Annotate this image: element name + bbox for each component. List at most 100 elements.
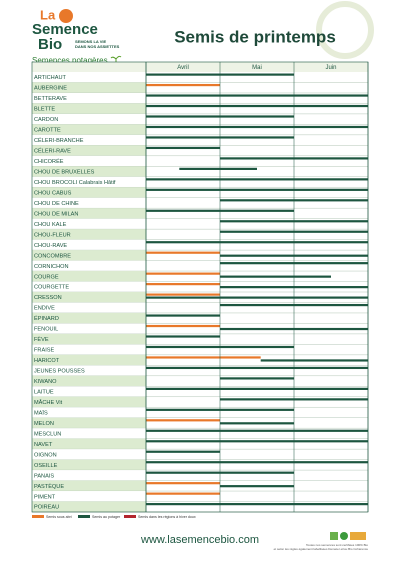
name-cell bbox=[32, 449, 146, 460]
name-cell bbox=[32, 312, 146, 324]
name-cell bbox=[32, 145, 146, 156]
name-cell bbox=[32, 333, 146, 345]
name-cell bbox=[32, 407, 146, 418]
period-bar bbox=[146, 440, 368, 443]
name-cell bbox=[32, 187, 146, 198]
period-bar bbox=[146, 482, 220, 485]
name-cell bbox=[32, 375, 146, 387]
period-bar bbox=[146, 429, 368, 432]
period-bar bbox=[220, 422, 294, 425]
period-bar bbox=[146, 188, 368, 191]
month-label: Avril bbox=[177, 65, 189, 71]
logo-text: La bbox=[40, 7, 56, 22]
row-name: ÉPINARD bbox=[34, 315, 59, 322]
name-cell bbox=[32, 113, 146, 125]
name-cell bbox=[32, 82, 146, 93]
name-cell bbox=[32, 239, 146, 251]
period-bar bbox=[146, 241, 368, 244]
row-name: HARICOT bbox=[34, 358, 60, 364]
name-cell bbox=[32, 396, 146, 408]
period-bar bbox=[146, 450, 220, 453]
legend-swatch bbox=[32, 515, 44, 518]
name-cell bbox=[32, 459, 146, 471]
legend-swatch bbox=[124, 515, 136, 518]
row-name: CHOU BROCOLI Calabrais Hâtif bbox=[34, 180, 116, 186]
name-cell bbox=[32, 208, 146, 219]
row-name: CONCOMBRE bbox=[34, 253, 71, 259]
name-cell bbox=[32, 292, 146, 303]
row-name: OSEILLE bbox=[34, 463, 58, 469]
period-bar bbox=[146, 296, 368, 299]
table-border bbox=[31, 61, 369, 513]
legend-label: Semis au potager bbox=[92, 515, 121, 519]
name-cell bbox=[32, 480, 146, 492]
name-cell bbox=[32, 124, 146, 135]
row-name: CÉLERI-BRANCHE bbox=[34, 137, 84, 144]
period-bar bbox=[146, 178, 368, 181]
row-name: ARTICHAUT bbox=[34, 75, 66, 81]
period-bar bbox=[220, 377, 294, 380]
name-cell bbox=[32, 281, 146, 292]
legend-swatch bbox=[78, 515, 90, 518]
name-cell bbox=[32, 470, 146, 481]
name-cell bbox=[32, 344, 146, 355]
row-name: MÂCHE Vit bbox=[34, 399, 63, 406]
period-bar bbox=[146, 251, 220, 254]
row-name: FRAISE bbox=[34, 348, 54, 354]
row-name: PASTÈQUE bbox=[34, 483, 64, 490]
period-bar bbox=[146, 503, 368, 506]
name-cell bbox=[32, 229, 146, 240]
name-cell bbox=[32, 501, 146, 512]
row-name: CÉLERI-RAVE bbox=[34, 148, 71, 155]
name-cell bbox=[32, 417, 146, 429]
name-cell bbox=[32, 197, 146, 209]
name-cell bbox=[32, 72, 146, 83]
tagline: DANS NOS ASSIETTES bbox=[75, 44, 120, 49]
row-name: CHOU-FLEUR bbox=[34, 232, 71, 238]
period-bar bbox=[146, 293, 220, 296]
footer-note: et selon les règles également labellisée… bbox=[274, 547, 369, 551]
month-label: Mai bbox=[252, 65, 262, 71]
row-name: CHOU-RAVE bbox=[34, 243, 67, 249]
period-bar bbox=[146, 419, 220, 422]
period-bar bbox=[146, 356, 261, 359]
row-name: JEUNES POUSSES bbox=[34, 369, 85, 375]
name-cell bbox=[32, 260, 146, 272]
row-name: COURGETTE bbox=[34, 285, 69, 291]
name-cell bbox=[32, 103, 146, 114]
period-bar bbox=[146, 83, 220, 87]
name-cell bbox=[32, 428, 146, 439]
name-cell bbox=[32, 155, 146, 167]
name-cell bbox=[32, 166, 146, 177]
row-name: CORNICHON bbox=[34, 264, 69, 270]
period-bar bbox=[146, 283, 220, 286]
row-name: POIREAU bbox=[34, 505, 59, 511]
row-name: PIMENT bbox=[34, 494, 56, 500]
row-name: AUBERGINE bbox=[34, 86, 67, 92]
row-name: PANAIS bbox=[34, 473, 54, 479]
title: Semis de printemps bbox=[174, 27, 336, 46]
period-bar bbox=[146, 335, 220, 338]
name-cell bbox=[32, 176, 146, 188]
period-bar bbox=[146, 125, 368, 129]
period-bar bbox=[146, 272, 220, 275]
row-name: BLETTE bbox=[34, 107, 55, 113]
name-cell bbox=[32, 134, 146, 146]
row-name: MAÏS bbox=[34, 409, 48, 416]
name-cell bbox=[32, 491, 146, 502]
section-title: Semences potagères bbox=[32, 56, 108, 65]
footer-url: www.lasemencebio.com bbox=[140, 534, 259, 546]
row-name: NAVET bbox=[34, 442, 53, 448]
row-name: ENDIVE bbox=[34, 306, 55, 312]
name-cell bbox=[32, 92, 146, 104]
row-name: FÈVE bbox=[34, 336, 49, 343]
period-bar bbox=[220, 485, 294, 488]
name-cell bbox=[32, 354, 146, 366]
row-name: COURGE bbox=[34, 274, 59, 280]
period-bar bbox=[146, 104, 368, 108]
period-bar bbox=[220, 275, 331, 278]
footer-note: Toutes nos semences sont certifiées 100%… bbox=[306, 543, 368, 547]
period-bar bbox=[146, 492, 220, 495]
name-cell bbox=[32, 218, 146, 230]
row-name: CHOU DE MILAN bbox=[34, 211, 78, 217]
